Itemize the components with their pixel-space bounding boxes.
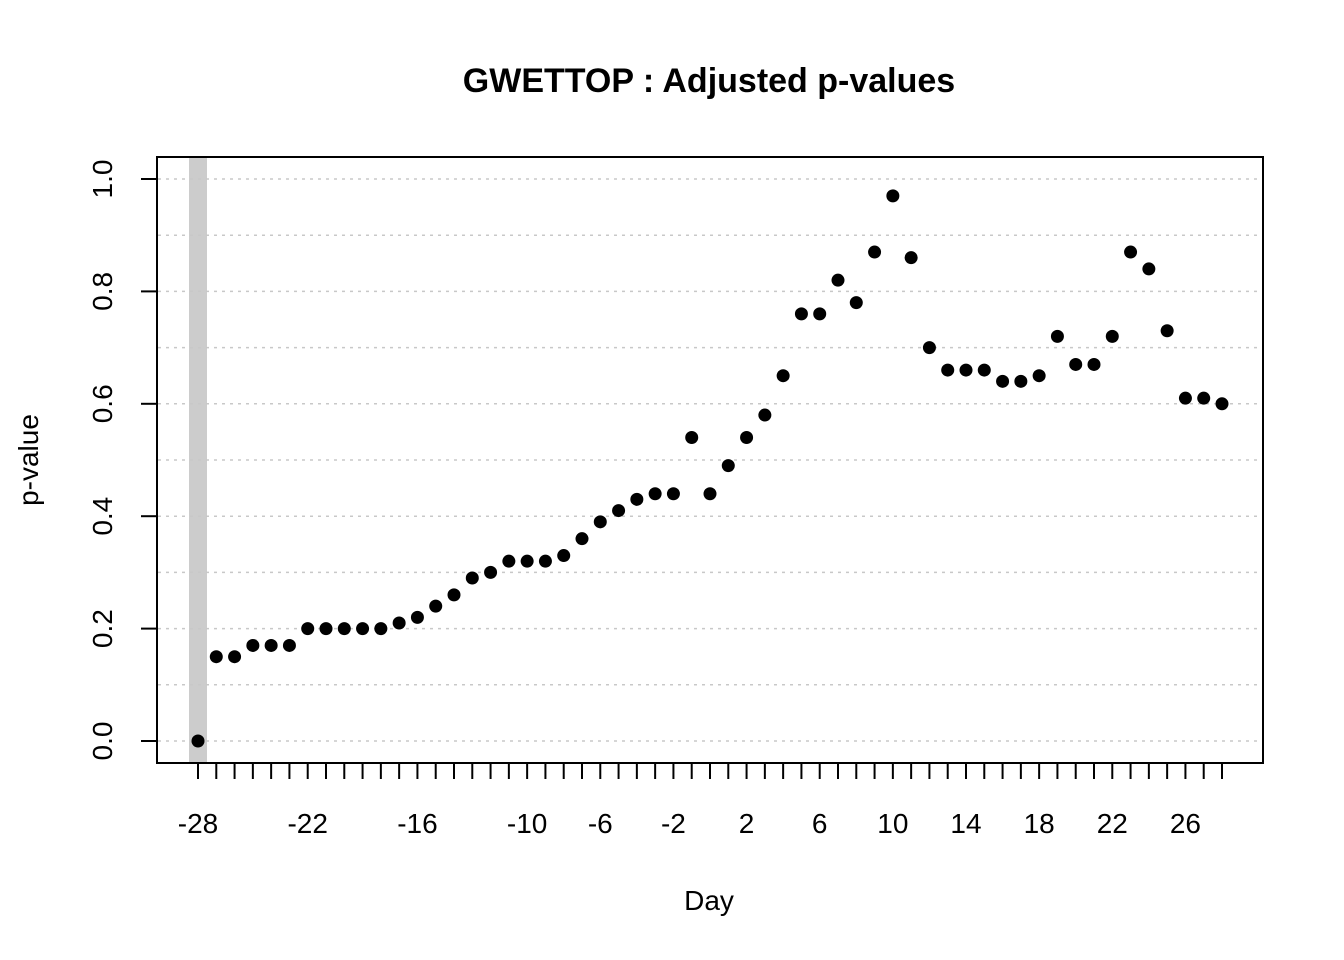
data-point [648,487,662,501]
y-tick-label: 1.0 [87,160,118,199]
x-tick-label: -2 [661,808,686,839]
data-point [246,638,260,652]
x-tick-label: -16 [397,808,437,839]
y-tick-label: 0.6 [87,384,118,423]
x-tick-label: 14 [950,808,981,839]
y-tick-label: 0.4 [87,497,118,536]
x-tick-label: -6 [588,808,613,839]
data-point [1160,324,1174,338]
data-point [1050,329,1064,343]
data-point [191,734,205,748]
data-point [685,431,699,445]
data-point [703,487,717,501]
data-point [1124,245,1138,259]
x-tick-label: -22 [287,808,327,839]
data-point [319,622,333,636]
data-point [538,554,552,568]
data-point [392,616,406,630]
data-point [612,504,626,518]
grid-layer [158,178,1262,742]
data-point [337,622,351,636]
data-point [484,565,498,579]
y-tick-label: 0.2 [87,609,118,648]
data-point [831,273,845,287]
data-point [301,622,315,636]
y-tick-label: 0.0 [87,722,118,761]
points-layer [191,189,1229,748]
data-point [813,307,827,321]
data-point [447,588,461,602]
x-tick-label: -10 [507,808,547,839]
data-point [356,622,370,636]
x-tick-label: -28 [178,808,218,839]
x-tick-label: 10 [877,808,908,839]
data-point [740,431,754,445]
data-point [886,189,900,203]
data-point [282,638,296,652]
y-axis: 0.0 0.2 0.4 0.6 0.8 1.0 [87,160,157,761]
data-point [557,549,571,563]
data-point [868,245,882,259]
data-point [666,487,680,501]
x-axis-label: Day [684,885,734,916]
data-point [575,532,589,546]
data-point [1014,374,1028,388]
y-axis-label: p-value [13,414,44,506]
data-point [1197,391,1211,405]
data-point [758,408,772,422]
data-point [776,369,790,383]
x-tick-label: 22 [1097,808,1128,839]
data-point [502,554,516,568]
x-axis: -28 -22 -16 -10 -6 -2 2 6 10 14 18 22 26 [178,763,1223,839]
x-tick-label: 26 [1170,808,1201,839]
data-point [1105,329,1119,343]
data-point [996,374,1010,388]
data-point [721,459,735,473]
data-point [264,638,278,652]
y-tick-label: 0.8 [87,272,118,311]
data-point [1142,262,1156,276]
data-point [1087,357,1101,371]
data-point [374,622,388,636]
data-point [1069,357,1083,371]
data-point [209,650,223,664]
data-point [1215,397,1229,411]
data-point [630,492,644,506]
data-point [1032,369,1046,383]
data-point [977,363,991,377]
data-point [593,515,607,529]
data-point [941,363,955,377]
data-point [849,296,863,310]
data-point [904,251,918,265]
x-tick-label: 18 [1024,808,1055,839]
data-point [922,341,936,355]
data-point [228,650,242,664]
data-point [959,363,973,377]
x-tick-label: 2 [739,808,755,839]
data-point [429,599,443,613]
chart-title: GWETTOP : Adjusted p-values [463,62,955,100]
data-point [410,610,424,624]
data-point [520,554,534,568]
x-tick-label: 6 [812,808,828,839]
data-point [794,307,808,321]
data-point [1178,391,1192,405]
data-point [465,571,479,585]
